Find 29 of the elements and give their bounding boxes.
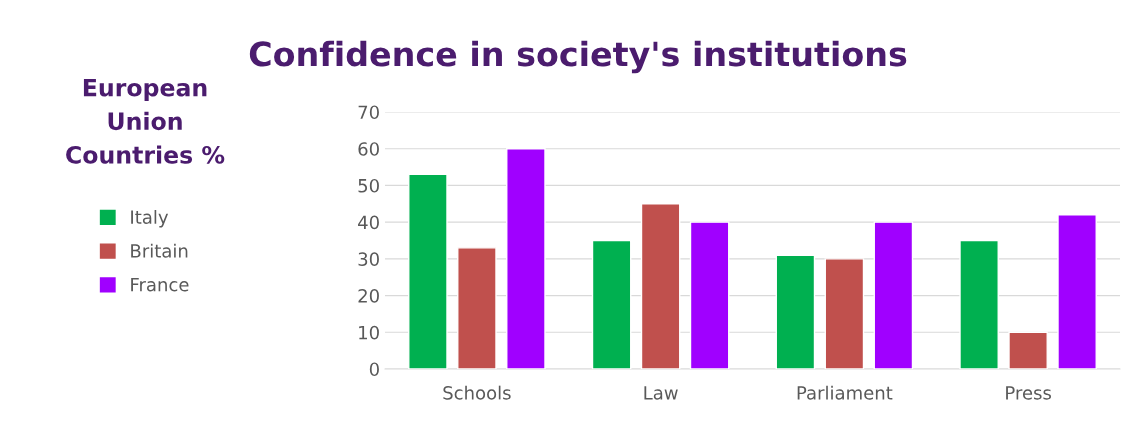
y-tick-label: 50 [358, 178, 379, 193]
y-tick-label: 30 [358, 252, 379, 266]
bar [959, 239, 999, 369]
x-tick-label: Law [644, 386, 678, 400]
x-tick-label: Press [1006, 386, 1051, 400]
chart-title: Confidence in society's institutions [249, 40, 907, 74]
bar [775, 254, 816, 369]
bar [1008, 331, 1048, 369]
legend-label: Britain [131, 243, 188, 258]
bar [591, 239, 632, 369]
bar [824, 258, 865, 369]
y-tick-label: 20 [358, 289, 379, 303]
legend-label: France [131, 278, 189, 292]
bar [457, 247, 497, 369]
bar [689, 221, 730, 369]
y-tick-label: 40 [358, 215, 379, 230]
legend-label: Italy [131, 210, 169, 228]
x-tick-label: Schools [443, 385, 511, 400]
y-tick-label: 10 [359, 325, 379, 340]
bar [408, 173, 448, 369]
bar [1057, 214, 1097, 369]
bar [506, 148, 546, 369]
x-tick-label: Parliament [797, 385, 893, 400]
y-tick-label: 0 [369, 362, 379, 377]
bar [640, 203, 681, 369]
y-tick-label: 70 [358, 105, 379, 120]
y-tick-label: 60 [358, 142, 379, 156]
legend-title: European Union Countries % [66, 78, 225, 164]
bar [873, 221, 914, 369]
